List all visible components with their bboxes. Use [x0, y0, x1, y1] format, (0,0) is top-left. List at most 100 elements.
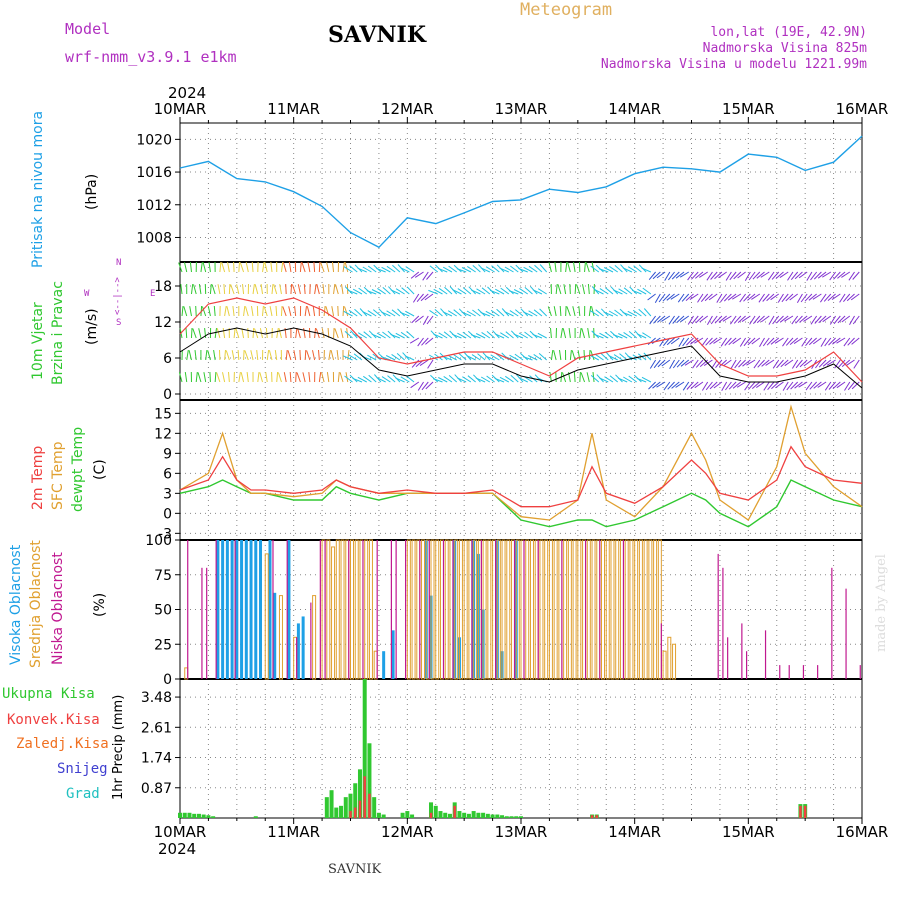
wind-barb [514, 353, 524, 361]
mid-cloud-bar [586, 539, 591, 680]
wind-barb [566, 306, 571, 317]
total-precip-bar [500, 815, 505, 818]
mid-cloud-bar [629, 539, 634, 680]
wind-barb [780, 359, 789, 368]
precip-legend-snow: Snijeg [57, 761, 108, 777]
total-precip-bar [462, 812, 467, 818]
total-precip-bar [514, 816, 519, 818]
wind-barb [559, 350, 562, 361]
wind-barb [691, 271, 699, 280]
wind-barb [448, 265, 457, 273]
wind-barb [841, 359, 851, 367]
wind-barb [226, 306, 230, 317]
wind-barb [190, 327, 193, 339]
wind-barb [318, 261, 321, 273]
wind-barb [814, 315, 822, 324]
wind-barb [638, 308, 647, 317]
wind-barb [221, 262, 226, 273]
temp2m-line [179, 445, 863, 508]
mid-cloud-bar [572, 539, 577, 680]
wind-barb [554, 262, 557, 273]
wind-barb [496, 308, 505, 317]
wind-barb [411, 359, 420, 368]
wind-barb [198, 328, 202, 339]
wind-barb [251, 306, 254, 317]
wind-barb [533, 353, 543, 361]
total-precip-bar [485, 813, 490, 818]
wind-barb [657, 359, 666, 368]
wind-barb [417, 381, 424, 391]
wind-barb [732, 381, 742, 389]
wind-barb [832, 381, 841, 390]
wind-barb [508, 290, 519, 295]
wind-barb [252, 284, 255, 295]
wind-barb [785, 337, 794, 346]
mid-cloud-bar [634, 539, 639, 680]
wind-barb [652, 271, 661, 280]
wind-barb [790, 271, 799, 281]
wind-barb [713, 337, 723, 344]
wind-barb [795, 315, 803, 324]
wind-barb [618, 288, 628, 295]
wind-barb [676, 315, 685, 324]
wind-barb [675, 381, 685, 388]
wind-barb [296, 372, 301, 383]
wind-barb [841, 271, 851, 278]
wind-barb [585, 262, 590, 273]
wind-barb [741, 315, 751, 323]
wind-barb [708, 293, 718, 301]
wind-barb [490, 354, 500, 361]
wind-barb [367, 310, 377, 317]
wind-barb [390, 333, 401, 339]
wind-barb [713, 381, 723, 389]
wind-barb [817, 271, 827, 279]
wind-barb [559, 305, 562, 317]
wind-barb [676, 359, 685, 368]
mid-cloud-bar [411, 539, 416, 680]
total-precip-bar [410, 814, 415, 818]
wind-barb [328, 350, 331, 361]
wind-barb [447, 354, 457, 361]
wind-barb [790, 381, 799, 390]
wind-barb [386, 310, 396, 317]
wind-barb [376, 332, 386, 339]
wind-barb [235, 328, 240, 339]
wind-barb [265, 372, 268, 383]
wind-barb [808, 337, 817, 346]
wind-barb [729, 271, 737, 281]
conv-precip-bar [429, 812, 433, 818]
wind-barb [320, 262, 325, 273]
conv-precip-bar [590, 815, 594, 818]
wind-barb [410, 271, 420, 279]
total-precip-bar [357, 769, 362, 818]
high-cloud-bar [230, 540, 234, 679]
wind-barb [648, 381, 656, 390]
wind-barb [429, 265, 439, 273]
mid-cloud-bar [444, 539, 449, 680]
wind-barb [751, 293, 761, 300]
wind-barb [670, 293, 680, 300]
wind-barb [537, 288, 547, 295]
wind-barb [289, 371, 292, 383]
total-precip-bar [343, 797, 348, 818]
wind-barb [354, 308, 363, 317]
mid-cloud-bar [482, 539, 487, 680]
wind-barb [762, 293, 770, 302]
wind-barb [553, 306, 557, 317]
wind-barb [737, 315, 746, 323]
wind-barb [699, 359, 709, 367]
wind-barb [381, 266, 391, 273]
wind-barb [197, 372, 202, 383]
wind-barb [766, 337, 775, 346]
wind-barb [500, 287, 510, 295]
wind-barb [334, 328, 339, 339]
wind-barb [768, 315, 775, 325]
wind-barb [829, 271, 836, 281]
wind-barb [775, 271, 784, 279]
conv-precip-bar [353, 807, 357, 818]
wind-barb [470, 289, 481, 295]
high-cloud-bar [244, 540, 248, 679]
wind-barb [800, 293, 808, 303]
wind-barb [434, 309, 443, 317]
wind-barb [622, 311, 633, 317]
